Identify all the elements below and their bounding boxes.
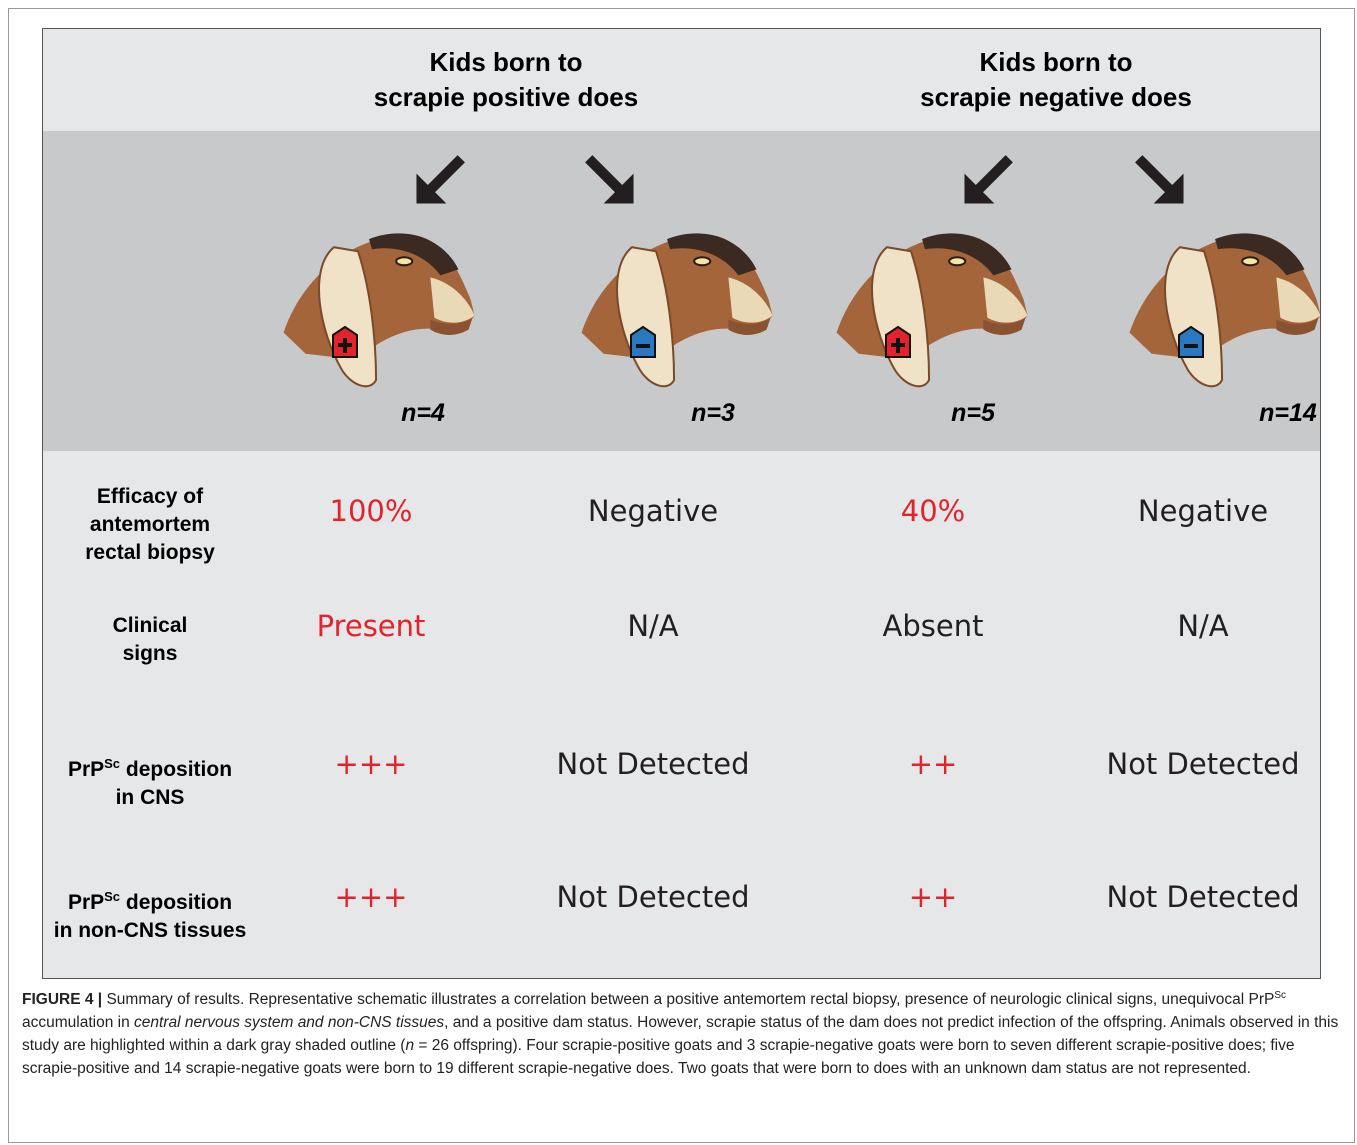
- result-cell: Not Detected: [1053, 880, 1353, 914]
- result-cell: 100%: [221, 494, 521, 528]
- group-size: n=5: [913, 399, 1033, 428]
- label-text: Efficacy of: [97, 485, 203, 508]
- group-size: n=14: [1228, 399, 1348, 428]
- result-cell: ++: [783, 747, 1083, 781]
- label-text: in CNS: [116, 786, 185, 809]
- result-cell: Negative: [503, 494, 803, 528]
- group-size: n=3: [653, 399, 773, 428]
- result-cell: 40%: [783, 494, 1083, 528]
- row-label-line: rectal biopsy: [30, 539, 270, 567]
- label-text: rectal biopsy: [85, 541, 215, 564]
- label-text: PrP: [68, 758, 104, 781]
- group-header: Kids born to scrapie positive does: [256, 45, 756, 115]
- result-cell: Absent: [783, 609, 1083, 643]
- label-text: in non-CNS tissues: [54, 919, 247, 942]
- result-cell: N/A: [503, 609, 803, 643]
- caption-text: Sc: [1274, 990, 1286, 1001]
- result-cell: Not Detected: [503, 747, 803, 781]
- label-text: PrP: [68, 891, 104, 914]
- result-cell: ++: [783, 880, 1083, 914]
- result-cell: N/A: [1053, 609, 1353, 643]
- caption: FIGURE 4 | Summary of results. Represent…: [22, 988, 1340, 1080]
- label-text: signs: [123, 642, 178, 665]
- label-superscript: Sc: [104, 889, 120, 904]
- caption-text: FIGURE 4 |: [22, 991, 102, 1008]
- label-text: deposition: [120, 891, 232, 914]
- caption-text: accumulation in: [22, 1014, 134, 1031]
- row-label-line: in CNS: [30, 784, 270, 812]
- result-cell: Not Detected: [503, 880, 803, 914]
- result-cell: +++: [221, 747, 521, 781]
- label-text: deposition: [120, 758, 232, 781]
- result-cell: Not Detected: [1053, 747, 1353, 781]
- caption-text: n: [405, 1037, 414, 1054]
- caption-text: Summary of results. Representative schem…: [102, 991, 1274, 1008]
- caption-text: central nervous system and non-CNS tissu…: [134, 1014, 444, 1031]
- result-cell: Present: [221, 609, 521, 643]
- label-text: Clinical: [113, 614, 188, 637]
- result-cell: Negative: [1053, 494, 1353, 528]
- result-cell: +++: [221, 880, 521, 914]
- group-header: Kids born to scrapie negative does: [806, 45, 1306, 115]
- label-text: antemortem: [90, 513, 210, 536]
- label-superscript: Sc: [104, 756, 120, 771]
- group-size: n=4: [363, 399, 483, 428]
- row-label-line: signs: [30, 640, 270, 668]
- figure: Kids born to scrapie positive does Kids b…: [42, 28, 1321, 979]
- row-label-line: in non-CNS tissues: [30, 917, 270, 945]
- page: Kids born to scrapie positive does Kids b…: [0, 0, 1357, 1145]
